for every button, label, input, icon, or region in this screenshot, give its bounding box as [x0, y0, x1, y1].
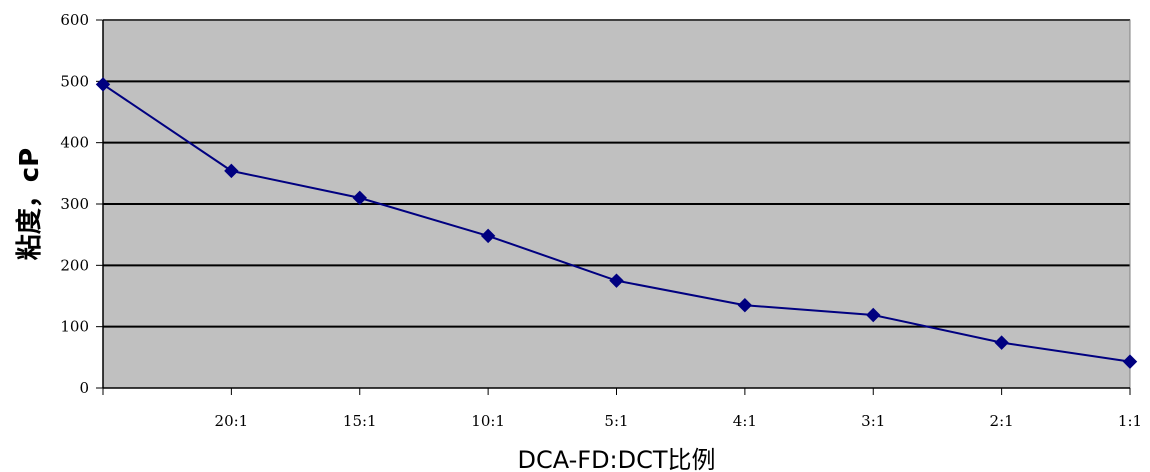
- x-tick-label: 15:1: [343, 412, 377, 430]
- tick-labels: 0 100 200 300 400 500 600 20:1 15:1 10:1 5:1 4:1 3:1…: [60, 11, 1142, 430]
- x-tick-label: 10:1: [471, 412, 505, 430]
- y-tick-label: 600: [60, 11, 89, 29]
- x-tick-label: 3:1: [861, 412, 885, 430]
- x-tick-label: 1:1: [1118, 412, 1142, 430]
- data-point-marker: [224, 163, 239, 179]
- x-axis-title: DCA-FD:DCT比例: [517, 446, 715, 472]
- data-point-marker: [95, 77, 111, 92]
- series: [95, 77, 1138, 369]
- y-tick-label: 0: [79, 379, 89, 397]
- y-tick-label: 400: [60, 134, 89, 152]
- x-tick-label: 2:1: [990, 412, 1014, 430]
- y-tick-label: 300: [60, 195, 89, 213]
- y-axis-title: 粘度，cP: [14, 148, 45, 260]
- data-point-marker: [609, 273, 624, 288]
- data-point-marker: [352, 190, 367, 206]
- data-point-marker: [1122, 354, 1138, 369]
- data-point-marker: [480, 228, 496, 244]
- data-point-marker: [866, 307, 881, 323]
- x-tick-label: 5:1: [604, 412, 628, 430]
- y-tick-label: 100: [60, 318, 89, 336]
- y-tick-label: 500: [60, 72, 89, 90]
- y-tick-label: 200: [60, 256, 89, 274]
- data-point-marker: [737, 297, 753, 313]
- data-point-marker: [994, 335, 1009, 350]
- x-tick-label: 20:1: [215, 412, 249, 430]
- x-tick-label: 4:1: [733, 412, 757, 430]
